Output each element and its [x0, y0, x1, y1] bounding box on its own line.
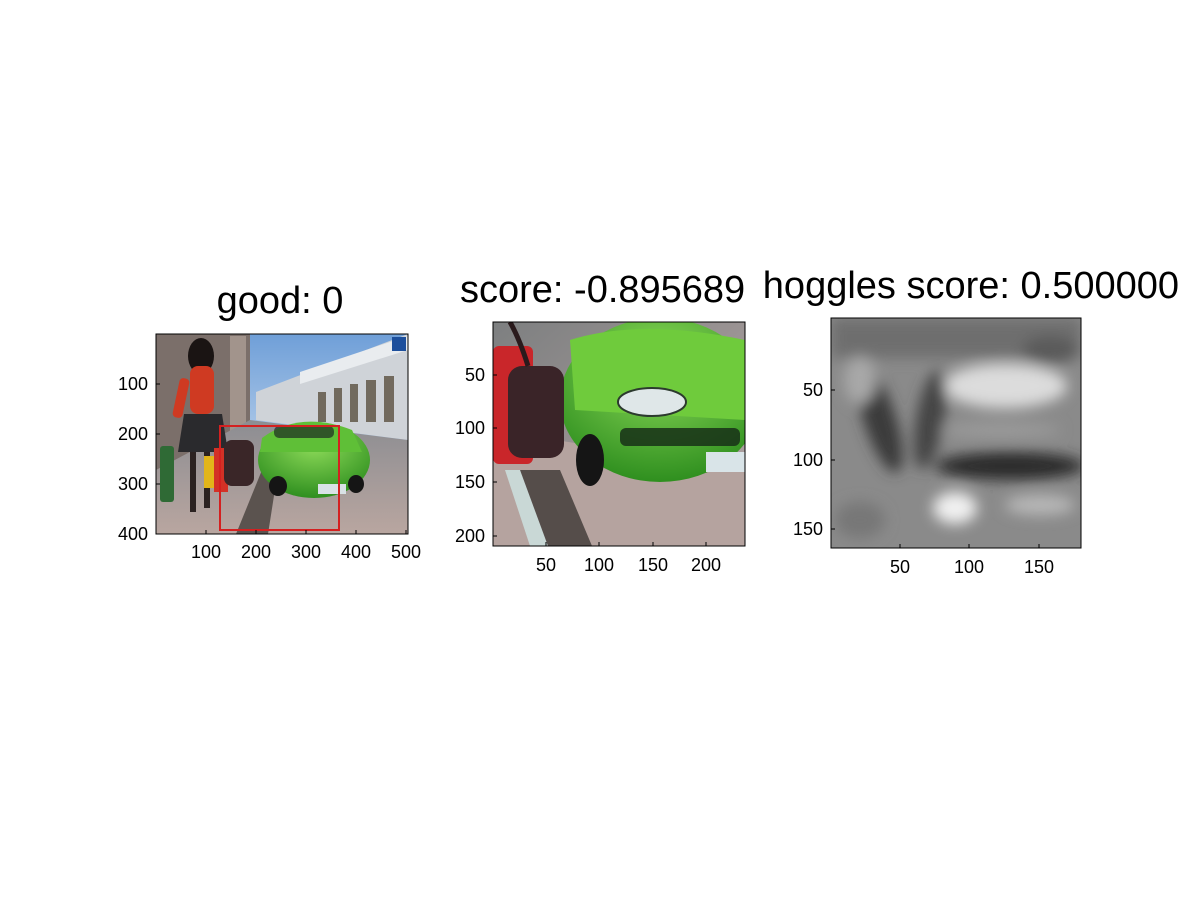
x-tick-label: 500 [391, 542, 421, 562]
axes-frame [830, 317, 1082, 549]
x-axis-ticks: 50 100 150 200 [536, 542, 721, 575]
y-tick-label: 100 [793, 450, 823, 470]
y-tick-label: 150 [793, 519, 823, 539]
y-tick-label: 50 [465, 365, 485, 385]
panel-title-hoggles: hoggles score: 0.500000 [763, 265, 1179, 307]
detection-bounding-box [219, 425, 340, 531]
y-tick-label: 100 [455, 418, 485, 438]
axes-frame [492, 321, 746, 547]
panel-good: good: 0 [118, 280, 421, 562]
y-tick-label: 400 [118, 524, 148, 544]
y-tick-label: 50 [803, 380, 823, 400]
y-axis-ticks: 50 100 150 [793, 380, 835, 539]
x-tick-label: 300 [291, 542, 321, 562]
y-tick-label: 300 [118, 474, 148, 494]
x-tick-label: 100 [191, 542, 221, 562]
x-tick-label: 150 [638, 555, 668, 575]
x-tick-label: 100 [584, 555, 614, 575]
y-tick-label: 100 [118, 374, 148, 394]
hog-visualization-image [831, 318, 1081, 548]
panel-title-score: score: -0.895689 [460, 269, 745, 311]
x-axis-ticks: 50 100 150 [890, 544, 1054, 577]
x-tick-label: 100 [954, 557, 984, 577]
x-tick-label: 150 [1024, 557, 1054, 577]
y-axis-ticks: 100 200 300 400 [118, 374, 160, 544]
y-axis-ticks: 50 100 150 200 [455, 365, 497, 546]
x-tick-label: 50 [890, 557, 910, 577]
y-tick-label: 200 [455, 526, 485, 546]
x-tick-label: 200 [241, 542, 271, 562]
x-tick-label: 200 [691, 555, 721, 575]
panel-score: score: -0.895689 50 100 15 [455, 269, 746, 575]
panel-title-good: good: 0 [217, 280, 344, 322]
panel-hoggles: hoggles score: 0.500000 50 [763, 265, 1179, 577]
y-tick-label: 200 [118, 424, 148, 444]
car-crop-photo [493, 322, 745, 546]
x-tick-label: 50 [536, 555, 556, 575]
y-tick-label: 150 [455, 472, 485, 492]
x-axis-ticks: 100 200 300 400 500 [191, 530, 421, 562]
street-scene-photo [156, 334, 408, 534]
x-tick-label: 400 [341, 542, 371, 562]
